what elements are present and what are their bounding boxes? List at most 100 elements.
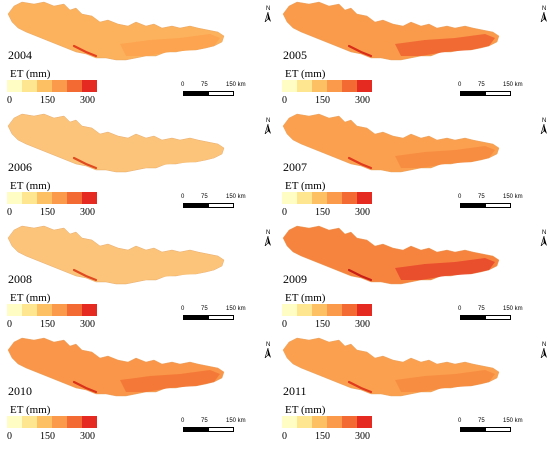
legend-tick-0: 0 — [282, 431, 287, 442]
scale-bar: 0 75 150 km — [181, 82, 265, 98]
scale-label-75: 75 — [201, 82, 208, 88]
north-arrow-icon — [540, 124, 547, 134]
legend-swatch-5 — [357, 80, 372, 92]
scale-label-150: 150 km — [503, 306, 523, 312]
scale-bar-black — [460, 427, 487, 432]
scale-label-75: 75 — [478, 306, 485, 312]
basin-et-map — [282, 113, 500, 173]
legend-tick-0: 0 — [282, 207, 287, 218]
legend-tick-150: 150 — [315, 207, 330, 218]
legend-swatch-2 — [312, 304, 327, 316]
scale-bar-white — [485, 315, 511, 320]
legend-tick-150: 150 — [315, 319, 330, 330]
scale-label-0: 0 — [181, 418, 185, 424]
north-arrow-icon — [540, 236, 547, 246]
north-arrow: N — [540, 6, 550, 22]
map-panel-2009: 2009 ET (mm) 0 150 300 N 0 75 150 km — [275, 224, 550, 336]
north-label: N — [266, 6, 271, 12]
color-legend — [282, 80, 372, 92]
legend-swatch-3 — [52, 304, 67, 316]
scale-label-0: 0 — [458, 418, 462, 424]
color-legend — [7, 416, 97, 428]
scale-bar: 0 75 150 km — [181, 306, 265, 322]
scale-label-150: 150 km — [226, 82, 246, 88]
legend-tick-0: 0 — [7, 207, 12, 218]
legend-tick-0: 0 — [282, 319, 287, 330]
north-label: N — [542, 230, 547, 236]
legend-swatch-2 — [312, 80, 327, 92]
legend-tick-150: 150 — [40, 431, 55, 442]
legend-swatch-1 — [22, 416, 37, 428]
legend-swatch-0 — [7, 80, 22, 92]
year-label: 2005 — [283, 48, 307, 62]
map-panel-2006: 2006 ET (mm) 0 150 300 N 0 75 150 km — [0, 112, 275, 224]
year-label: 2007 — [283, 160, 307, 174]
scale-label-0: 0 — [181, 82, 185, 88]
legend-swatch-2 — [37, 192, 52, 204]
legend-tick-0: 0 — [7, 319, 12, 330]
legend-swatch-0 — [7, 304, 22, 316]
legend-swatch-3 — [52, 416, 67, 428]
north-label: N — [266, 342, 271, 348]
legend-tick-0: 0 — [7, 431, 12, 442]
legend-tick-0: 0 — [7, 95, 12, 106]
scale-bar-white — [485, 203, 511, 208]
year-label: 2010 — [8, 384, 32, 398]
basin-et-map — [7, 337, 225, 397]
legend-swatch-0 — [7, 192, 22, 204]
map-panel-2008: 2008 ET (mm) 0 150 300 N 0 75 150 km — [0, 224, 275, 336]
scale-bar-white — [208, 315, 234, 320]
year-label: 2008 — [8, 272, 32, 286]
legend-tick-300: 300 — [355, 95, 370, 106]
scale-bar: 0 75 150 km — [458, 194, 542, 210]
legend-swatch-3 — [327, 192, 342, 204]
north-arrow-icon — [264, 12, 271, 22]
year-label: 2004 — [8, 48, 32, 62]
scale-bar-white — [208, 91, 234, 96]
legend-swatch-3 — [52, 192, 67, 204]
legend-swatch-3 — [327, 80, 342, 92]
legend-tick-0: 0 — [282, 95, 287, 106]
legend-title: ET (mm) — [10, 292, 51, 304]
basin-et-map — [282, 225, 500, 285]
legend-swatch-1 — [297, 304, 312, 316]
scale-label-0: 0 — [458, 306, 462, 312]
scale-label-150: 150 km — [503, 194, 523, 200]
scale-bar-black — [183, 315, 210, 320]
legend-title: ET (mm) — [285, 180, 326, 192]
legend-tick-300: 300 — [355, 431, 370, 442]
north-arrow-icon — [264, 236, 271, 246]
legend-swatch-2 — [37, 416, 52, 428]
north-arrow: N — [264, 6, 274, 22]
north-arrow: N — [540, 118, 550, 134]
scale-label-75: 75 — [201, 418, 208, 424]
map-panel-2005: 2005 ET (mm) 0 150 300 N 0 75 150 km — [275, 0, 550, 112]
legend-tick-150: 150 — [40, 207, 55, 218]
scale-bar-black — [183, 91, 210, 96]
north-label: N — [542, 118, 547, 124]
legend-tick-150: 150 — [40, 319, 55, 330]
legend-swatch-3 — [327, 304, 342, 316]
legend-swatch-2 — [37, 304, 52, 316]
legend-swatch-0 — [282, 304, 297, 316]
legend-title: ET (mm) — [10, 68, 51, 80]
legend-swatch-0 — [282, 416, 297, 428]
north-label: N — [542, 6, 547, 12]
color-legend — [282, 192, 372, 204]
scale-label-150: 150 km — [503, 82, 523, 88]
color-legend — [282, 304, 372, 316]
map-panel-2004: 2004 ET (mm) 0 150 300 N 0 75 150 km — [0, 0, 275, 112]
legend-title: ET (mm) — [285, 404, 326, 416]
legend-swatch-4 — [67, 80, 82, 92]
north-arrow: N — [540, 230, 550, 246]
scale-bar: 0 75 150 km — [181, 418, 265, 434]
scale-bar-white — [485, 427, 511, 432]
year-label: 2006 — [8, 160, 32, 174]
legend-title: ET (mm) — [285, 292, 326, 304]
legend-swatch-3 — [52, 80, 67, 92]
scale-bar-white — [208, 203, 234, 208]
basin-et-map — [7, 113, 225, 173]
legend-swatch-4 — [342, 416, 357, 428]
legend-tick-300: 300 — [80, 95, 95, 106]
year-label: 2011 — [283, 384, 307, 398]
